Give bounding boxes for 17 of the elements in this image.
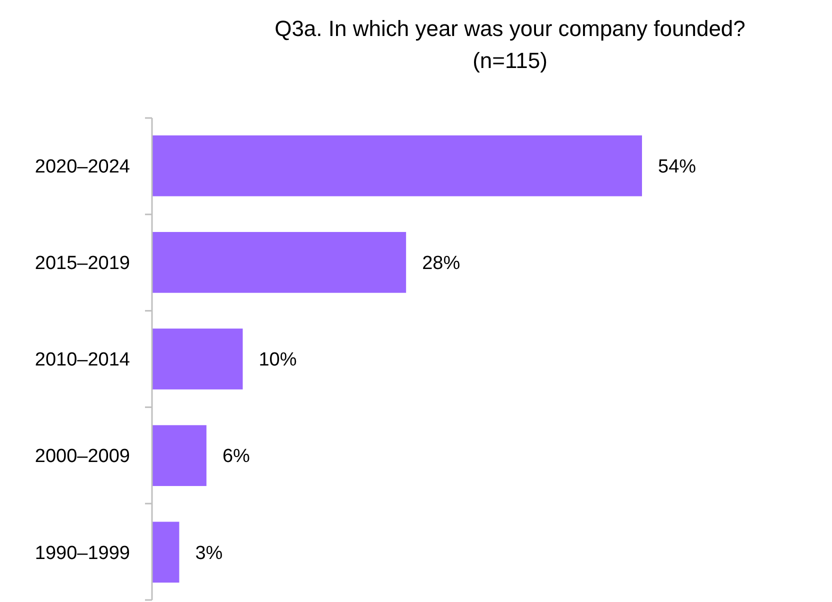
bar: [152, 135, 642, 196]
data-label: 6%: [222, 446, 250, 468]
chart-title: Q3a. In which year was your company founded?: [274, 16, 746, 41]
bar: [152, 425, 206, 486]
data-label: 54%: [658, 156, 696, 178]
data-label: 10%: [258, 350, 297, 371]
y-tick-label: 2010–2014: [34, 350, 130, 371]
y-tick-label: 1990–1999: [34, 542, 130, 564]
data-label: 3%: [195, 542, 223, 564]
bar: [152, 232, 406, 293]
chart-subtitle: (n=115): [472, 48, 548, 73]
bar: [152, 328, 243, 390]
y-tick-label: 2020–2024: [34, 156, 130, 178]
bar: [152, 522, 180, 583]
data-label: 28%: [422, 253, 460, 274]
y-tick-label: 2015–2019: [34, 253, 130, 274]
y-tick-label: 2000–2009: [34, 446, 130, 468]
